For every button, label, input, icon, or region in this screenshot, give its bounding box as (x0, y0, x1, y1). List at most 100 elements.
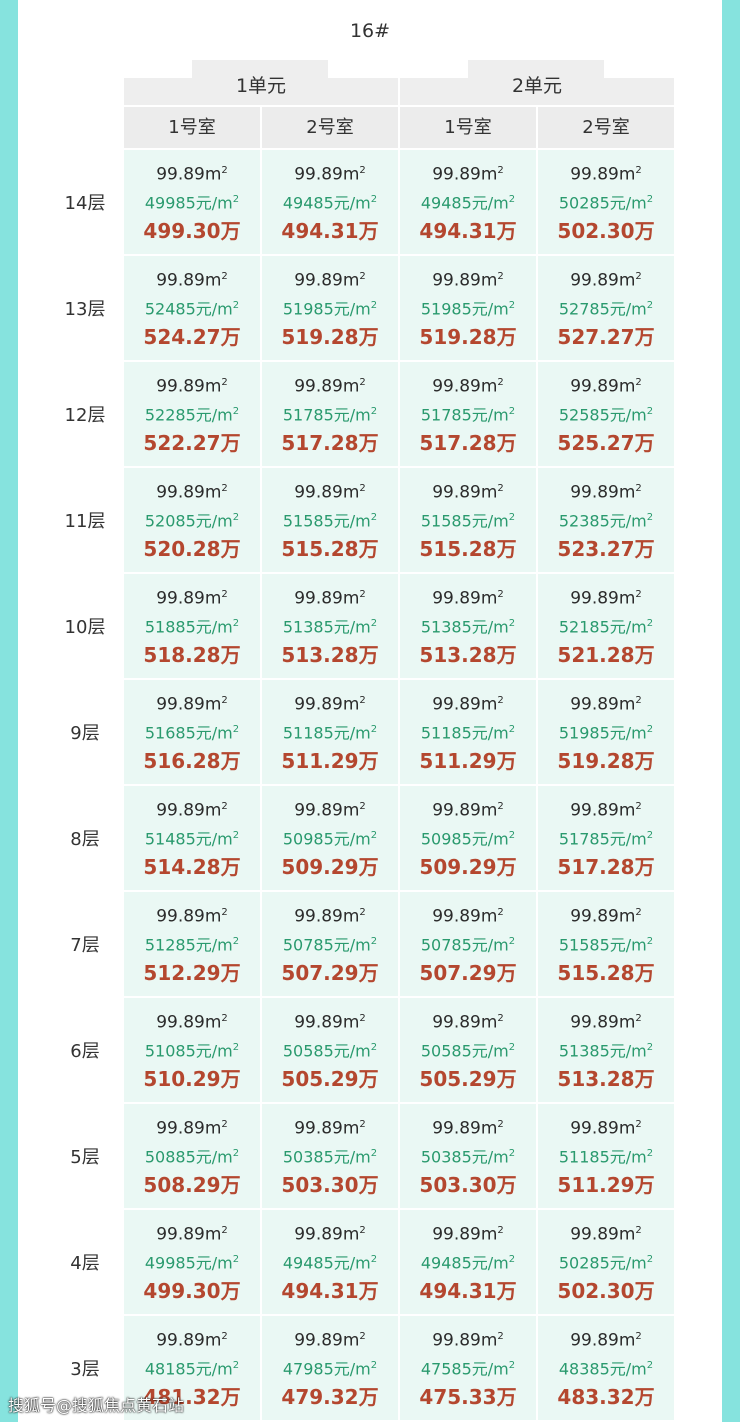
total-price-unit: 万 (358, 749, 379, 774)
total-price-unit: 万 (220, 431, 241, 456)
room-cell: 99.89m2 51185元/m2 511.29万 (400, 680, 536, 784)
unit-price-unit: 元/m (333, 1041, 371, 1061)
unit-price: 51885元/m2 (144, 617, 240, 637)
area-value: 99.89 (294, 376, 343, 397)
total-price-value: 494.31 (419, 1279, 497, 1304)
unit-price: 51585元/m2 (282, 511, 378, 531)
area-unit: m (204, 588, 222, 609)
area-unit: m (204, 376, 222, 397)
total-price: 511.29万 (400, 746, 536, 776)
area: 99.89m2 (432, 1012, 504, 1033)
total-price-value: 481.32 (143, 1385, 221, 1410)
area-value: 99.89 (570, 1012, 619, 1033)
area-unit: m (618, 1118, 636, 1139)
area-value: 99.89 (570, 164, 619, 185)
unit-price-unit: 元/m (333, 935, 371, 955)
unit-price-value: 49985 (144, 1253, 196, 1273)
unit-price-unit: 元/m (333, 1253, 371, 1273)
unit-price: 47585元/m2 (420, 1359, 516, 1379)
area: 99.89m2 (432, 482, 504, 503)
area: 99.89m2 (570, 1118, 642, 1139)
area-unit: m (618, 800, 636, 821)
area: 99.89m2 (294, 270, 366, 291)
area: 99.89m2 (432, 164, 504, 185)
room-cell: 99.89m2 50785元/m2 507.29万 (262, 892, 398, 996)
total-price-value: 519.28 (557, 749, 635, 774)
unit-price: 50985元/m2 (420, 829, 516, 849)
room-cell: 99.89m2 49485元/m2 494.31万 (262, 150, 398, 254)
area-unit: m (480, 1224, 498, 1245)
total-price-unit: 万 (496, 855, 517, 880)
unit-price-value: 51385 (558, 1041, 610, 1061)
unit-price-value: 52585 (558, 405, 610, 425)
area-unit: m (342, 588, 360, 609)
unit-price-value: 51185 (420, 723, 472, 743)
area-value: 99.89 (570, 694, 619, 715)
unit-price-unit: 元/m (195, 511, 233, 531)
area-value: 99.89 (432, 164, 481, 185)
total-price: 507.29万 (262, 958, 398, 988)
room-cell: 99.89m2 52485元/m2 524.27万 (124, 256, 260, 360)
room-cell: 99.89m2 51085元/m2 510.29万 (124, 998, 260, 1102)
room-cell: 99.89m2 48185元/m2 481.32万 (124, 1316, 260, 1420)
total-price-unit: 万 (358, 219, 379, 244)
unit-price-value: 47585 (420, 1359, 472, 1379)
total-price: 513.28万 (262, 640, 398, 670)
area-unit: m (204, 1330, 222, 1351)
area-unit: m (204, 906, 222, 927)
total-price: 479.32万 (262, 1382, 398, 1412)
total-price-value: 511.29 (557, 1173, 635, 1198)
unit-price-unit: 元/m (195, 1253, 233, 1273)
area-unit: m (342, 270, 360, 291)
area: 99.89m2 (294, 482, 366, 503)
area-unit: m (618, 376, 636, 397)
total-price-unit: 万 (220, 961, 241, 986)
area-value: 99.89 (432, 1012, 481, 1033)
floor-row: 14层 99.89m2 49985元/m2 499.30万 99.89m2 49… (18, 150, 722, 254)
unit-price: 50785元/m2 (420, 935, 516, 955)
room-cell: 99.89m2 49485元/m2 494.31万 (400, 1210, 536, 1314)
total-price-unit: 万 (496, 325, 517, 350)
area-unit: m (480, 906, 498, 927)
total-price-value: 513.28 (557, 1067, 635, 1092)
total-price-value: 525.27 (557, 431, 635, 456)
room-cell: 99.89m2 51985元/m2 519.28万 (400, 256, 536, 360)
unit-price-unit: 元/m (609, 1147, 647, 1167)
unit-price-unit: 元/m (333, 1359, 371, 1379)
area-unit: m (342, 1330, 360, 1351)
area: 99.89m2 (570, 694, 642, 715)
unit-price: 51785元/m2 (558, 829, 654, 849)
room-cell: 99.89m2 51385元/m2 513.28万 (400, 574, 536, 678)
area: 99.89m2 (156, 906, 228, 927)
area-unit: m (342, 1012, 360, 1033)
total-price: 505.29万 (400, 1064, 536, 1094)
unit-price: 47985元/m2 (282, 1359, 378, 1379)
floor-row: 13层 99.89m2 52485元/m2 524.27万 99.89m2 51… (18, 256, 722, 360)
area-unit: m (480, 376, 498, 397)
total-price-unit: 万 (220, 537, 241, 562)
area-value: 99.89 (294, 164, 343, 185)
floor-label: 13层 (64, 299, 106, 320)
unit-price-unit: 元/m (195, 935, 233, 955)
area-value: 99.89 (156, 694, 205, 715)
unit-price: 50285元/m2 (558, 193, 654, 213)
total-price: 502.30万 (538, 216, 674, 246)
unit-price: 49985元/m2 (144, 193, 240, 213)
unit-price-value: 49485 (420, 193, 472, 213)
room-cell: 99.89m2 51585元/m2 515.28万 (262, 468, 398, 572)
floor-row: 7层 99.89m2 51285元/m2 512.29万 99.89m2 507… (18, 892, 722, 996)
unit-price-value: 50985 (420, 829, 472, 849)
total-price-unit: 万 (220, 643, 241, 668)
area-unit: m (618, 588, 636, 609)
unit-price: 49485元/m2 (420, 193, 516, 213)
total-price-unit: 万 (496, 537, 517, 562)
area: 99.89m2 (156, 482, 228, 503)
unit-price: 51985元/m2 (558, 723, 654, 743)
area-unit: m (480, 694, 498, 715)
room-cell: 99.89m2 51385元/m2 513.28万 (262, 574, 398, 678)
floor-row: 5层 99.89m2 50885元/m2 508.29万 99.89m2 503… (18, 1104, 722, 1208)
area-unit: m (618, 164, 636, 185)
unit-price-value: 52485 (144, 299, 196, 319)
unit-price-value: 51785 (558, 829, 610, 849)
area-unit: m (618, 1224, 636, 1245)
